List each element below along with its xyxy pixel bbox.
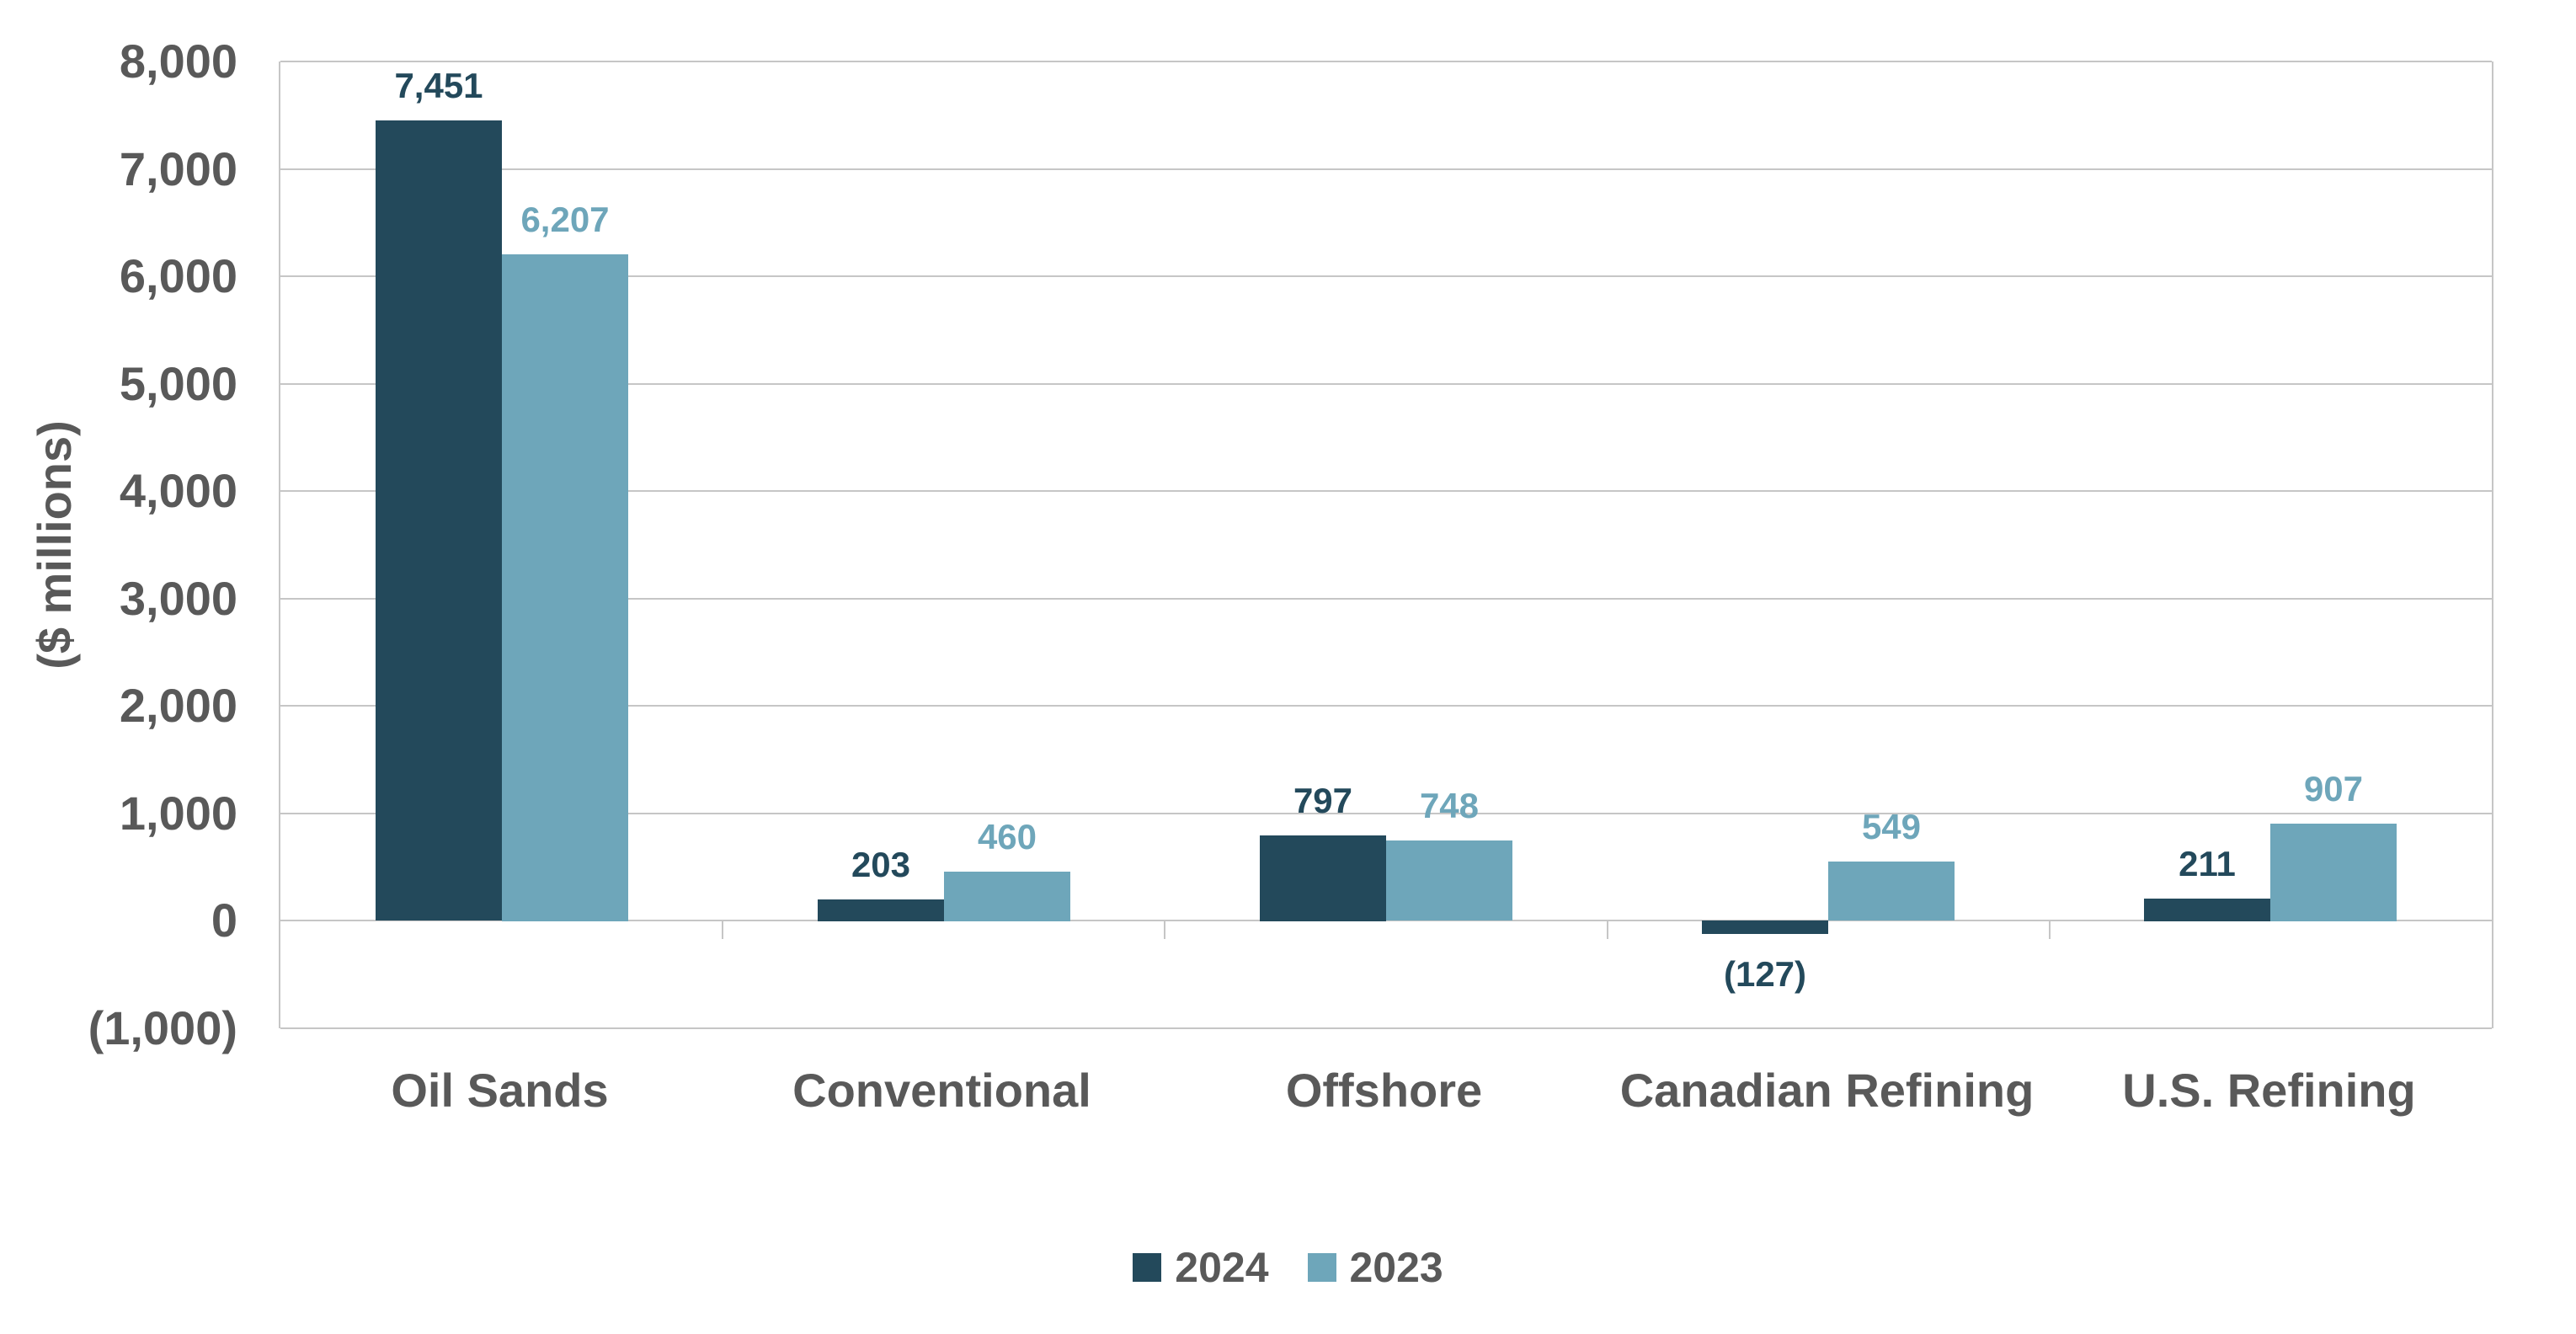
- data-label-2023-oil-sands: 6,207: [520, 200, 610, 239]
- y-axis-tick-label: 3,000: [119, 572, 237, 625]
- bar-2023-canadian-refining: [1828, 862, 1955, 920]
- y-axis-tick-label: 1,000: [119, 787, 237, 840]
- bar-2023-oil-sands: [502, 254, 628, 921]
- gridline: [280, 598, 2492, 600]
- y-axis-tick-label: 8,000: [119, 35, 237, 88]
- bar-2024-oil-sands: [376, 120, 502, 920]
- plot-area: 7,451 203 797 (127) 211 6,207 460 748 549 907: [279, 61, 2493, 1029]
- x-axis-label-u-s-refining: U.S. Refining: [2122, 1064, 2416, 1117]
- bar-2024-offshore: [1260, 835, 1386, 921]
- data-label-2023-offshore: 748: [1419, 786, 1480, 825]
- category-tick: [722, 920, 723, 939]
- data-label-2023-conventional: 460: [977, 817, 1037, 856]
- x-axis-label-canadian-refining: Canadian Refining: [1619, 1064, 2035, 1117]
- gridline: [280, 705, 2492, 707]
- legend-swatch-2024: [1133, 1253, 1162, 1282]
- y-axis-tick-label: (1,000): [88, 1001, 237, 1054]
- bar-2024-canadian-refining: [1702, 920, 1828, 934]
- bar-2024-conventional: [818, 899, 944, 921]
- legend: 2024 2023: [0, 1245, 2576, 1290]
- data-label-2024-offshore: 797: [1293, 781, 1353, 820]
- category-tick: [2049, 920, 2051, 939]
- data-label-2024-conventional: 203: [851, 845, 911, 884]
- x-axis-label-oil-sands: Oil Sands: [391, 1064, 609, 1117]
- bar-2023-u-s-refining: [2270, 824, 2397, 921]
- gridline: [280, 383, 2492, 385]
- gridline: [280, 275, 2492, 277]
- category-tick: [1164, 920, 1165, 939]
- gridline: [280, 813, 2492, 814]
- gridline: [280, 920, 2492, 921]
- gridline: [280, 61, 2492, 62]
- bar-2023-offshore: [1386, 840, 1512, 920]
- legend-entry-2023: 2023: [1307, 1244, 1443, 1291]
- x-axis-label-offshore: Offshore: [1285, 1064, 1483, 1117]
- x-axis-label-conventional: Conventional: [792, 1064, 1091, 1117]
- gridline: [280, 490, 2492, 492]
- data-label-2024-u-s-refining: 211: [2179, 844, 2236, 883]
- legend-label-2023: 2023: [1349, 1244, 1443, 1291]
- y-axis-tick-label: 6,000: [119, 249, 237, 302]
- y-axis-tick-label: 0: [211, 894, 237, 947]
- bar-2024-u-s-refining: [2144, 899, 2270, 921]
- gridline: [280, 168, 2492, 170]
- y-axis-tick-label: 4,000: [119, 464, 237, 517]
- legend-swatch-2023: [1307, 1253, 1336, 1282]
- data-label-2024-oil-sands: 7,451: [394, 66, 483, 105]
- y-axis-tick-label: 2,000: [119, 679, 237, 732]
- data-label-2023-canadian-refining: 549: [1861, 807, 1922, 846]
- y-axis-title: ($ millions): [28, 420, 81, 670]
- bar-2023-conventional: [944, 872, 1070, 921]
- legend-label-2024: 2024: [1175, 1244, 1269, 1291]
- legend-entry-2024: 2024: [1133, 1244, 1269, 1291]
- category-tick: [1607, 920, 1608, 939]
- y-axis-tick-label: 5,000: [119, 357, 237, 410]
- data-label-2024-canadian-refining: (127): [1723, 954, 1807, 994]
- data-label-2023-u-s-refining: 907: [2303, 769, 2364, 808]
- gridline: [280, 1027, 2492, 1029]
- y-axis-tick-label: 7,000: [119, 142, 237, 195]
